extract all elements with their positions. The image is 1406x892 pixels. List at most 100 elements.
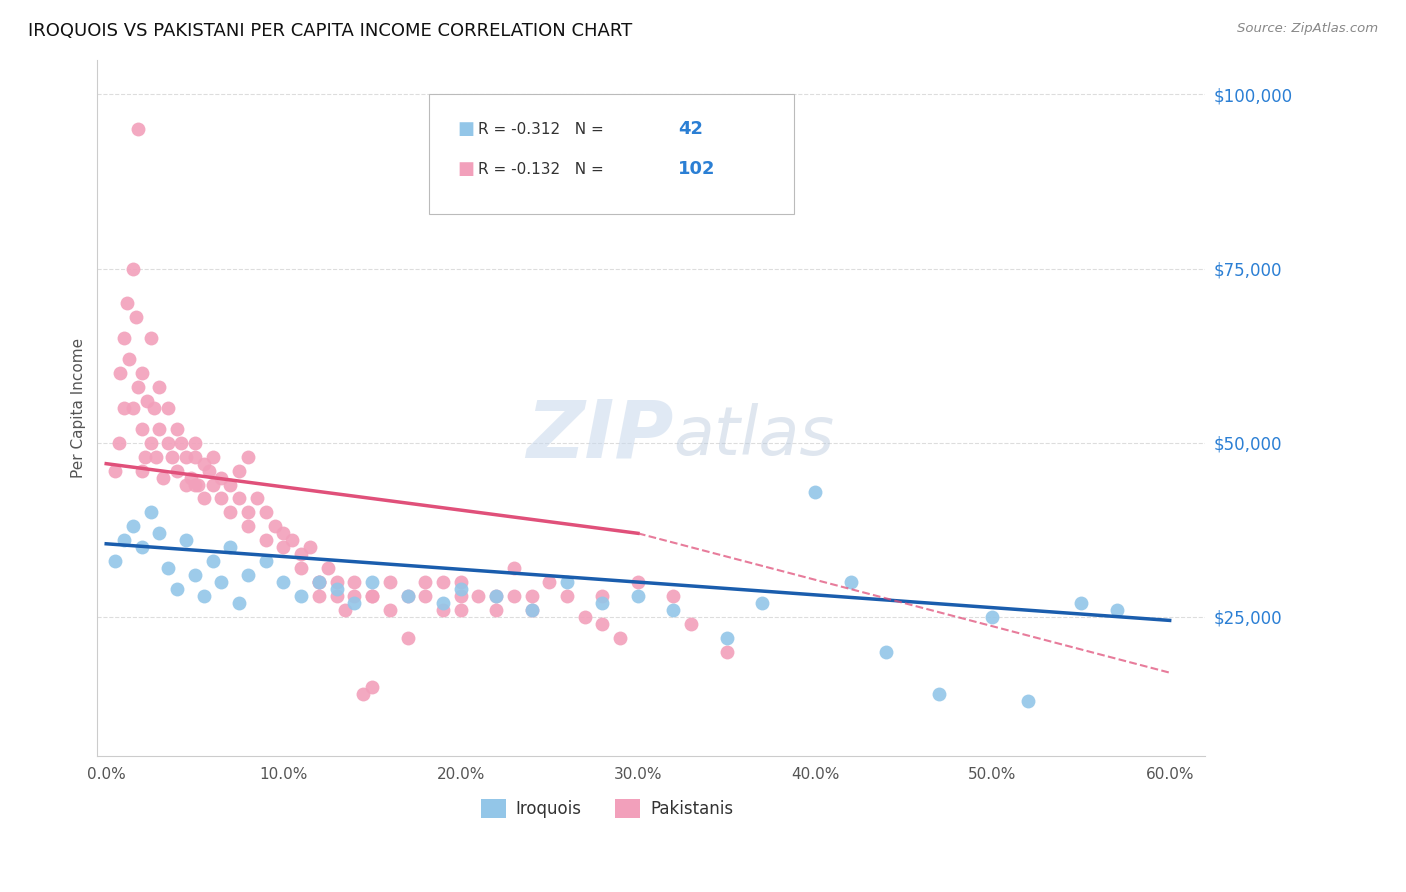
- Point: [125, 310, 148, 325]
- Text: Source: ZipAtlas.com: Source: ZipAtlas.com: [1237, 22, 1378, 36]
- Point: [662, 603, 685, 617]
- Point: [145, 450, 167, 464]
- Point: [139, 505, 162, 519]
- Point: [520, 603, 543, 617]
- Point: [236, 450, 259, 464]
- Point: [201, 477, 224, 491]
- Point: [148, 380, 170, 394]
- Point: [273, 575, 295, 590]
- Point: [157, 561, 180, 575]
- Point: [166, 464, 188, 478]
- Point: [325, 582, 347, 596]
- Point: [273, 526, 295, 541]
- Point: [1105, 603, 1128, 617]
- Point: [254, 533, 277, 548]
- Point: [450, 589, 472, 603]
- Point: [396, 589, 419, 603]
- Point: [139, 331, 162, 345]
- Point: [246, 491, 269, 506]
- Point: [716, 645, 738, 659]
- Text: R = -0.312   N =: R = -0.312 N =: [478, 122, 609, 136]
- Point: [219, 477, 242, 491]
- Point: [627, 589, 650, 603]
- Point: [107, 435, 129, 450]
- Text: atlas: atlas: [673, 403, 835, 469]
- Point: [131, 464, 153, 478]
- Point: [236, 505, 259, 519]
- Point: [104, 554, 127, 568]
- Point: [574, 610, 596, 624]
- Point: [520, 603, 543, 617]
- Point: [467, 589, 489, 603]
- Point: [538, 575, 561, 590]
- Point: [131, 541, 153, 555]
- Point: [361, 575, 384, 590]
- Point: [157, 401, 180, 415]
- Point: [875, 645, 897, 659]
- Point: [228, 596, 250, 610]
- Point: [352, 687, 374, 701]
- Point: [209, 575, 232, 590]
- Point: [228, 491, 250, 506]
- Point: [290, 561, 312, 575]
- Point: [174, 477, 197, 491]
- Point: [127, 380, 149, 394]
- Point: [263, 519, 285, 533]
- Text: 42: 42: [678, 120, 703, 138]
- Point: [662, 589, 685, 603]
- Point: [432, 603, 454, 617]
- Point: [184, 568, 207, 582]
- Point: [316, 561, 339, 575]
- Point: [152, 470, 174, 484]
- Point: [1017, 693, 1039, 707]
- Point: [413, 575, 436, 590]
- Point: [308, 575, 330, 590]
- Point: [236, 568, 259, 582]
- Point: [110, 366, 132, 380]
- Point: [520, 589, 543, 603]
- Point: [981, 610, 1004, 624]
- Point: [169, 435, 191, 450]
- Point: [804, 484, 827, 499]
- Point: [502, 589, 524, 603]
- Point: [396, 589, 419, 603]
- Point: [157, 435, 180, 450]
- Point: [254, 505, 277, 519]
- Point: [219, 505, 242, 519]
- Point: [174, 450, 197, 464]
- Point: [716, 631, 738, 645]
- Point: [485, 589, 508, 603]
- Point: [335, 603, 357, 617]
- Point: [228, 464, 250, 478]
- Point: [928, 687, 950, 701]
- Point: [361, 589, 384, 603]
- Point: [117, 296, 139, 310]
- Point: [254, 554, 277, 568]
- Text: ZIP: ZIP: [526, 397, 673, 475]
- Point: [361, 589, 384, 603]
- Point: [592, 589, 614, 603]
- Point: [160, 450, 183, 464]
- Point: [432, 596, 454, 610]
- Point: [112, 533, 135, 548]
- Point: [174, 533, 197, 548]
- Point: [627, 575, 650, 590]
- Point: [299, 541, 322, 555]
- Point: [118, 352, 141, 367]
- Point: [148, 422, 170, 436]
- Point: [343, 596, 366, 610]
- Point: [148, 526, 170, 541]
- Point: [281, 533, 304, 548]
- Point: [325, 575, 347, 590]
- Point: [184, 477, 207, 491]
- Point: [681, 616, 703, 631]
- Point: [308, 575, 330, 590]
- Point: [166, 582, 188, 596]
- Point: [413, 589, 436, 603]
- Point: [432, 575, 454, 590]
- Point: [502, 561, 524, 575]
- Point: [485, 603, 508, 617]
- Point: [104, 464, 127, 478]
- Point: [184, 435, 207, 450]
- Point: [219, 541, 242, 555]
